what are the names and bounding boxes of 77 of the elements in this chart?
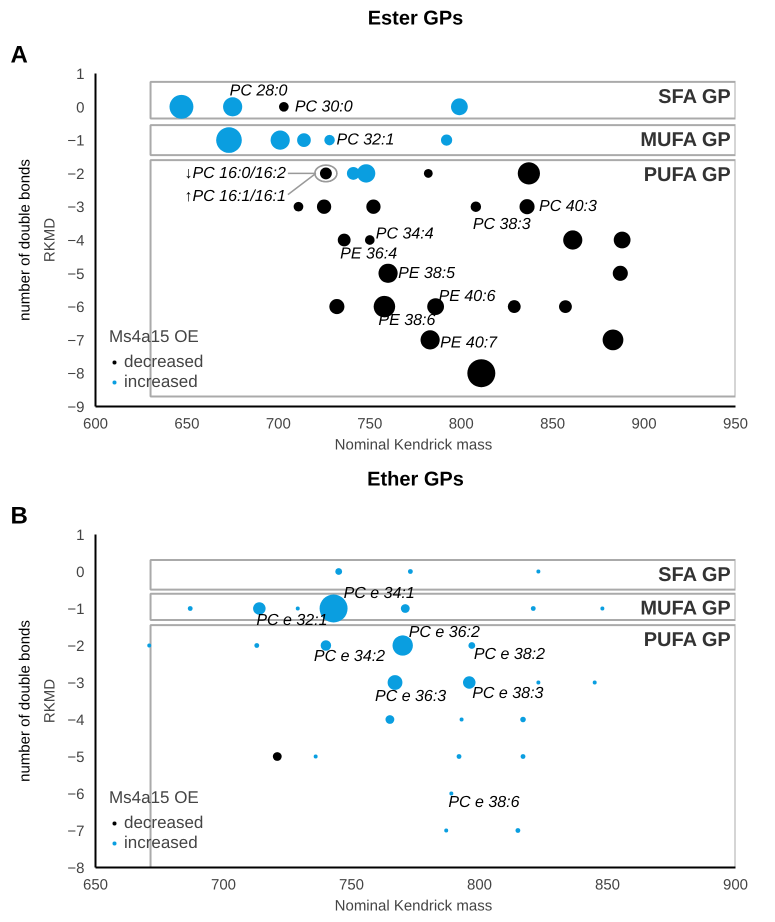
text: B [10, 502, 28, 530]
x-tick-label: 900 [632, 416, 657, 432]
annotation: PC e 36:3 [375, 688, 446, 705]
annotation: PC 30:0 [294, 98, 353, 116]
annotation: PC 28:0 [230, 82, 288, 100]
annotation: PC e 34:2 [314, 648, 386, 665]
text: number of double bonds [16, 620, 34, 782]
annotation: ↓PC 16:0/16:2 [184, 164, 286, 182]
annotation: PC 32:1 [336, 132, 394, 149]
y-tick-label: −4 [67, 232, 85, 250]
y-tick-label: −7 [67, 823, 85, 840]
annotation: PC e 36:2 [408, 624, 480, 641]
band-label: PUFA GP [644, 164, 731, 186]
y-tick-label: 1 [76, 66, 84, 83]
y-tick-label: −1 [67, 601, 85, 618]
x-tick-label: 800 [448, 416, 474, 432]
text: number of double bonds [16, 159, 34, 321]
y-tick-label: −7 [67, 332, 85, 350]
legend-label: decreased [124, 352, 204, 372]
y-tick-label: −2 [67, 166, 85, 183]
x-tick-label: 850 [594, 876, 620, 894]
legend-label: decreased [124, 813, 204, 833]
y-tick-label: −8 [67, 366, 85, 383]
x-tick-label: 800 [466, 876, 492, 894]
x-tick-label: 750 [338, 876, 364, 894]
y-tick-label: −3 [67, 199, 85, 216]
x-axis-title: Nominal Kendrick mass [334, 898, 492, 914]
text: A [10, 42, 28, 68]
band-label: SFA GP [658, 564, 731, 586]
y-tick-label: −6 [67, 786, 85, 803]
annotation: PC e 38:6 [448, 794, 520, 811]
annotation: PE 36:4 [340, 246, 398, 262]
x-tick-label: 600 [82, 416, 108, 432]
chart-title: Ether GPs [367, 468, 464, 490]
y-tick-label: 0 [76, 99, 84, 116]
legend-title: Ms4a15 OE [109, 788, 200, 808]
band-label: MUFA GP [640, 129, 731, 152]
x-tick-label: 650 [82, 876, 108, 894]
annotation: PC e 38:3 [472, 685, 544, 702]
y-axis-title: RKMD [41, 218, 58, 262]
chart-title: Ester GPs [368, 8, 464, 30]
annotation: PC 38:3 [472, 216, 531, 234]
y-tick-label: −6 [67, 299, 85, 316]
band-label: SFA GP [658, 86, 731, 108]
band-label: PUFA GP [644, 629, 731, 652]
annotation: PC e 32:1 [256, 612, 328, 629]
y-tick-label: −4 [67, 712, 85, 729]
annotation: ↑PC 16:1/16:1 [184, 188, 286, 205]
y-tick-label: 1 [76, 527, 84, 544]
x-tick-label: 700 [210, 876, 236, 894]
legend-title: Ms4a15 OE [109, 327, 200, 347]
legend-label: increased [124, 372, 198, 392]
annotation: PC 34:4 [376, 226, 434, 242]
annotation: PC e 34:1 [344, 585, 415, 602]
y-tick-label: −5 [67, 749, 85, 766]
y-axis-title: RKMD [41, 678, 58, 724]
annotation: PE 40:7 [440, 334, 498, 352]
annotation: PC 40:3 [539, 198, 597, 216]
x-tick-label: 950 [722, 416, 748, 432]
x-axis-title: Nominal Kendrick mass [334, 436, 492, 454]
annotation: PE 38:5 [398, 264, 456, 282]
y-tick-label: −1 [67, 132, 85, 150]
y-tick-label: −3 [67, 675, 85, 692]
x-tick-label: 900 [722, 876, 748, 894]
x-tick-label: 850 [540, 416, 566, 432]
band-label: MUFA GP [640, 598, 731, 620]
legend-label: increased [124, 833, 198, 853]
annotation: PC e 38:2 [474, 646, 546, 663]
annotation: PE 40:6 [438, 288, 496, 306]
y-tick-label: −5 [67, 266, 85, 283]
y-tick-label: 0 [76, 564, 84, 581]
y-tick-label: −2 [67, 638, 85, 655]
x-tick-label: 650 [174, 416, 200, 432]
y-tick-label: −8 [67, 860, 85, 877]
x-tick-label: 700 [266, 416, 291, 432]
y-tick-label: −9 [67, 399, 85, 416]
x-tick-label: 750 [357, 416, 382, 432]
